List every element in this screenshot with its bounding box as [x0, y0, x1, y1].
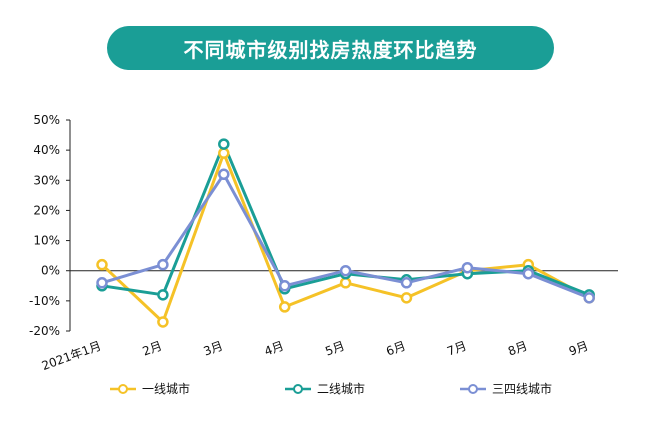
- x-tick-label: 6月: [384, 339, 407, 359]
- y-tick-label: 50%: [33, 113, 60, 127]
- legend-swatch-marker: [118, 384, 128, 394]
- axes: 50% 40% 30% 20% 10% 0% -10% -20%2021年1月 2月 3月 4月 5月…: [29, 113, 618, 373]
- data-point: [339, 277, 352, 289]
- legend-label: 一线城市: [142, 381, 190, 396]
- y-tick-label: -10%: [29, 294, 60, 308]
- data-point: [278, 301, 291, 313]
- y-tick-label: 40%: [33, 143, 60, 157]
- series-line-1: [100, 151, 591, 324]
- data-point: [522, 267, 535, 280]
- chart-title: 不同城市级别找房热度环比趋势: [183, 37, 478, 62]
- data-point: [157, 258, 169, 271]
- legend: 一线城市 二线城市 三四线城市: [110, 381, 552, 396]
- legend-swatch-marker: [468, 384, 478, 394]
- data-point: [218, 168, 230, 181]
- data-point: [96, 277, 108, 289]
- y-tick-label: 20%: [33, 203, 60, 217]
- data-point: [278, 280, 291, 292]
- data-point: [461, 261, 474, 274]
- series-layer: [96, 138, 595, 328]
- legend-label: 二线城市: [317, 381, 365, 396]
- legend-swatch-marker: [293, 384, 303, 394]
- data-point: [583, 292, 595, 304]
- chart-title-banner: 不同城市级别找房热度环比趋势: [107, 26, 554, 70]
- x-tick-label: 4月: [262, 339, 285, 359]
- x-tick-label: 2021年1月: [40, 339, 103, 373]
- data-point: [339, 264, 352, 277]
- data-point: [400, 277, 413, 289]
- data-point: [157, 316, 169, 328]
- data-point: [96, 258, 108, 271]
- x-tick-label: 8月: [506, 339, 529, 359]
- x-tick-label: 9月: [567, 339, 590, 359]
- data-point: [218, 138, 230, 150]
- data-point: [400, 292, 413, 304]
- x-tick-label: 5月: [323, 339, 346, 359]
- x-tick-label: 3月: [202, 339, 225, 359]
- x-tick-label: 2月: [141, 339, 164, 359]
- data-point: [157, 289, 169, 301]
- y-tick-label: 0%: [41, 264, 60, 278]
- y-tick-label: -20%: [29, 324, 60, 338]
- y-tick-label: 30%: [33, 173, 60, 187]
- legend-label: 三四线城市: [492, 381, 552, 396]
- data-point: [218, 147, 230, 159]
- x-tick-label: 7月: [445, 339, 468, 359]
- y-tick-label: 10%: [33, 234, 60, 248]
